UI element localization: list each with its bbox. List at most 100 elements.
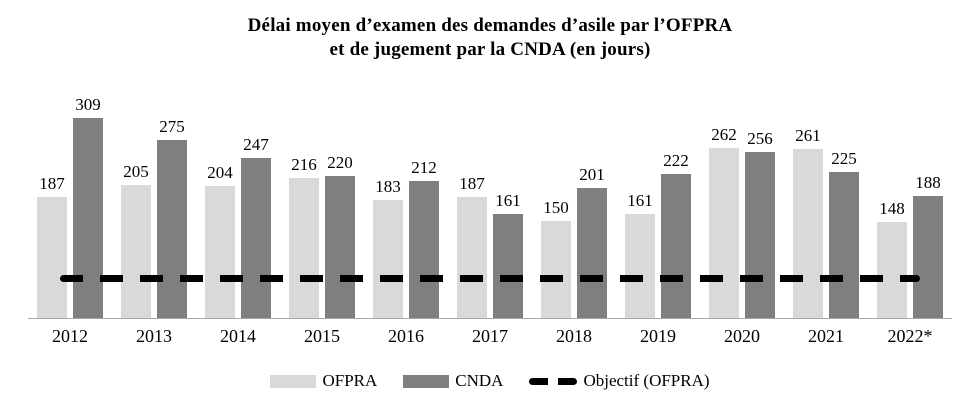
bar-ofpra-2015: [289, 178, 319, 318]
bar-cnda-2022: [913, 196, 943, 318]
bar-cnda-2014: [241, 158, 271, 318]
bar-value-label: 247: [243, 135, 269, 154]
bar-value-label: 187: [39, 174, 65, 193]
bar-value-label: 148: [879, 199, 905, 218]
legend-label-cnda: CNDA: [455, 371, 504, 390]
x-axis-labels: 2012 2013 2014 2015 2016 2017 2018 2019 2020 2021…: [28, 326, 952, 347]
bar-value-label: 220: [327, 153, 353, 172]
bar-col-cnda-2012: 309: [73, 85, 103, 318]
objectif-dashed-line: [60, 275, 920, 282]
bar-value-label: 262: [711, 125, 737, 144]
bar-group-2012: 187 309: [28, 85, 112, 318]
bar-group-2018: 150 201: [532, 85, 616, 318]
x-axis-label-2015: 2015: [304, 326, 340, 346]
bar-col-ofpra-2021: 261: [793, 85, 823, 318]
bar-group-2021: 261 225: [784, 85, 868, 318]
bar-ofpra-2012: [37, 197, 67, 318]
bar-col-cnda-2022: 188: [913, 85, 943, 318]
bar-group-2013: 205 275: [112, 85, 196, 318]
bar-col-ofpra-2017: 187: [457, 85, 487, 318]
chart-title-line1: Délai moyen d’examen des demandes d’asil…: [247, 15, 733, 36]
bar-ofpra-2019: [625, 214, 655, 318]
bar-col-cnda-2013: 275: [157, 85, 187, 318]
bar-value-label: 150: [543, 198, 569, 217]
chart-title: Délai moyen d’examen des demandes d’asil…: [0, 14, 980, 62]
bar-value-label: 256: [747, 129, 773, 148]
bar-value-label: 187: [459, 174, 485, 193]
chart-title-line2: et de jugement par la CNDA (en jours): [329, 39, 651, 60]
cnda-swatch: [403, 374, 450, 388]
bar-ofpra-2021: [793, 149, 823, 318]
bar-col-ofpra-2022: 148: [877, 85, 907, 318]
bar-value-label: 275: [159, 117, 185, 136]
bar-col-cnda-2014: 247: [241, 85, 271, 318]
bar-group-2016: 183 212: [364, 85, 448, 318]
bar-ofpra-2017: [457, 197, 487, 318]
bar-value-label: 216: [291, 155, 317, 174]
x-axis-label-2022: 2022*: [887, 326, 933, 346]
bar-value-label: 222: [663, 151, 689, 170]
bar-group-2014: 204 247: [196, 85, 280, 318]
bar-cnda-2012: [73, 118, 103, 318]
bar-col-cnda-2018: 201: [577, 85, 607, 318]
x-axis-label-2018: 2018: [556, 326, 592, 346]
x-axis-label-2014: 2014: [220, 326, 256, 346]
bar-value-label: 161: [627, 191, 653, 210]
bar-ofpra-2022: [877, 222, 907, 318]
bar-col-ofpra-2015: 216: [289, 85, 319, 318]
bar-value-label: 225: [831, 149, 857, 168]
bar-cnda-2016: [409, 181, 439, 318]
plot-area: 187 309 205 275 204 247 216 220 183 212 187 161 150 2…: [28, 85, 952, 319]
bar-value-label: 204: [207, 163, 233, 182]
bar-value-label: 188: [915, 173, 941, 192]
bar-cnda-2020: [745, 152, 775, 318]
bar-cnda-2013: [157, 140, 187, 318]
bar-group-2022: 148 188: [868, 85, 952, 318]
legend-item-cnda: CNDA: [403, 371, 503, 391]
bar-value-label: 201: [579, 165, 605, 184]
bar-group-2015: 216 220: [280, 85, 364, 318]
bar-group-2020: 262 256: [700, 85, 784, 318]
x-axis-label-2020: 2020: [724, 326, 760, 346]
bar-col-ofpra-2019: 161: [625, 85, 655, 318]
x-axis-label-2019: 2019: [640, 326, 676, 346]
bars-row: 187 309 205 275 204 247 216 220 183 212 187 161 150 2…: [28, 85, 952, 318]
bar-col-ofpra-2018: 150: [541, 85, 571, 318]
bar-ofpra-2013: [121, 185, 151, 318]
ofpra-swatch: [270, 374, 317, 388]
bar-col-cnda-2017: 161: [493, 85, 523, 318]
legend-label-ofpra: OFPRA: [322, 371, 378, 390]
bar-group-2019: 161 222: [616, 85, 700, 318]
bar-ofpra-2020: [709, 148, 739, 318]
bar-col-ofpra-2016: 183: [373, 85, 403, 318]
bar-cnda-2021: [829, 172, 859, 318]
bar-col-ofpra-2012: 187: [37, 85, 67, 318]
bar-value-label: 261: [795, 126, 821, 145]
legend-item-ofpra: OFPRA: [270, 371, 377, 391]
bar-value-label: 205: [123, 162, 149, 181]
bar-col-ofpra-2014: 204: [205, 85, 235, 318]
bar-value-label: 161: [495, 191, 521, 210]
legend: OFPRA CNDA Objectif (OFPRA): [0, 371, 980, 391]
x-axis-label-2021: 2021: [808, 326, 844, 346]
bar-col-cnda-2015: 220: [325, 85, 355, 318]
x-axis-label-2016: 2016: [388, 326, 424, 346]
bar-value-label: 212: [411, 158, 437, 177]
bar-value-label: 309: [75, 95, 101, 114]
bar-cnda-2015: [325, 176, 355, 318]
bar-col-cnda-2021: 225: [829, 85, 859, 318]
legend-item-objectif: Objectif (OFPRA): [529, 371, 710, 391]
bar-cnda-2019: [661, 174, 691, 318]
x-axis-label-2012: 2012: [52, 326, 88, 346]
bar-col-cnda-2016: 212: [409, 85, 439, 318]
objectif-dash-swatch: [529, 377, 578, 385]
bar-ofpra-2016: [373, 200, 403, 318]
legend-label-objectif: Objectif (OFPRA): [583, 371, 710, 390]
bar-col-cnda-2020: 256: [745, 85, 775, 318]
bar-col-cnda-2019: 222: [661, 85, 691, 318]
x-axis-label-2013: 2013: [136, 326, 172, 346]
bar-col-ofpra-2013: 205: [121, 85, 151, 318]
bar-cnda-2018: [577, 188, 607, 318]
bar-value-label: 183: [375, 177, 401, 196]
